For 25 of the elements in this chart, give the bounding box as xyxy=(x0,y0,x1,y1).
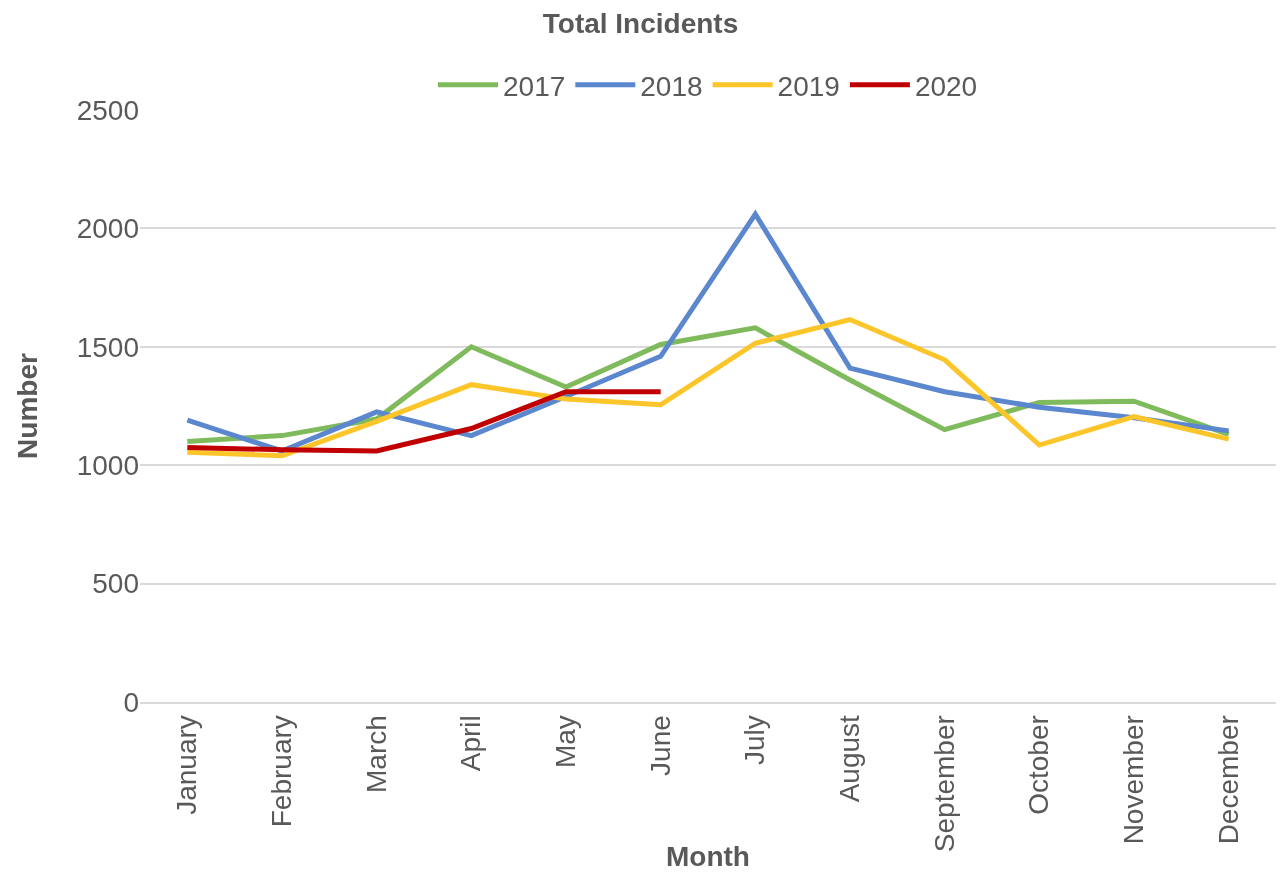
x-tick-label: February xyxy=(266,715,298,828)
legend-label: 2020 xyxy=(914,70,978,102)
x-tick-label: October xyxy=(1023,715,1055,815)
y-tick-label: 1500 xyxy=(76,331,139,363)
legend-label: 2018 xyxy=(640,70,703,102)
y-tick-label: 2500 xyxy=(76,94,139,126)
x-tick-label: November xyxy=(1118,715,1150,845)
y-tick-label: 0 xyxy=(123,686,139,718)
x-tick-label: August xyxy=(834,714,866,803)
x-tick-label: January xyxy=(171,715,203,815)
x-tick-label: May xyxy=(550,715,582,769)
x-axis-title: Month xyxy=(666,841,750,872)
legend-label: 2017 xyxy=(503,70,566,102)
y-tick-label: 500 xyxy=(92,568,139,600)
chart-title: Total Incidents xyxy=(542,7,739,39)
x-tick-label: July xyxy=(739,715,771,765)
x-tick-label: September xyxy=(928,715,960,853)
x-tick-label: June xyxy=(644,715,676,776)
y-tick-label: 1000 xyxy=(76,450,139,481)
x-tick-label: April xyxy=(455,715,487,772)
y-axis-title: Number xyxy=(12,353,44,459)
legend-label: 2019 xyxy=(777,70,840,102)
x-tick-label: December xyxy=(1212,715,1244,845)
y-tick-label: 2000 xyxy=(76,213,139,245)
x-tick-label: March xyxy=(360,715,392,793)
